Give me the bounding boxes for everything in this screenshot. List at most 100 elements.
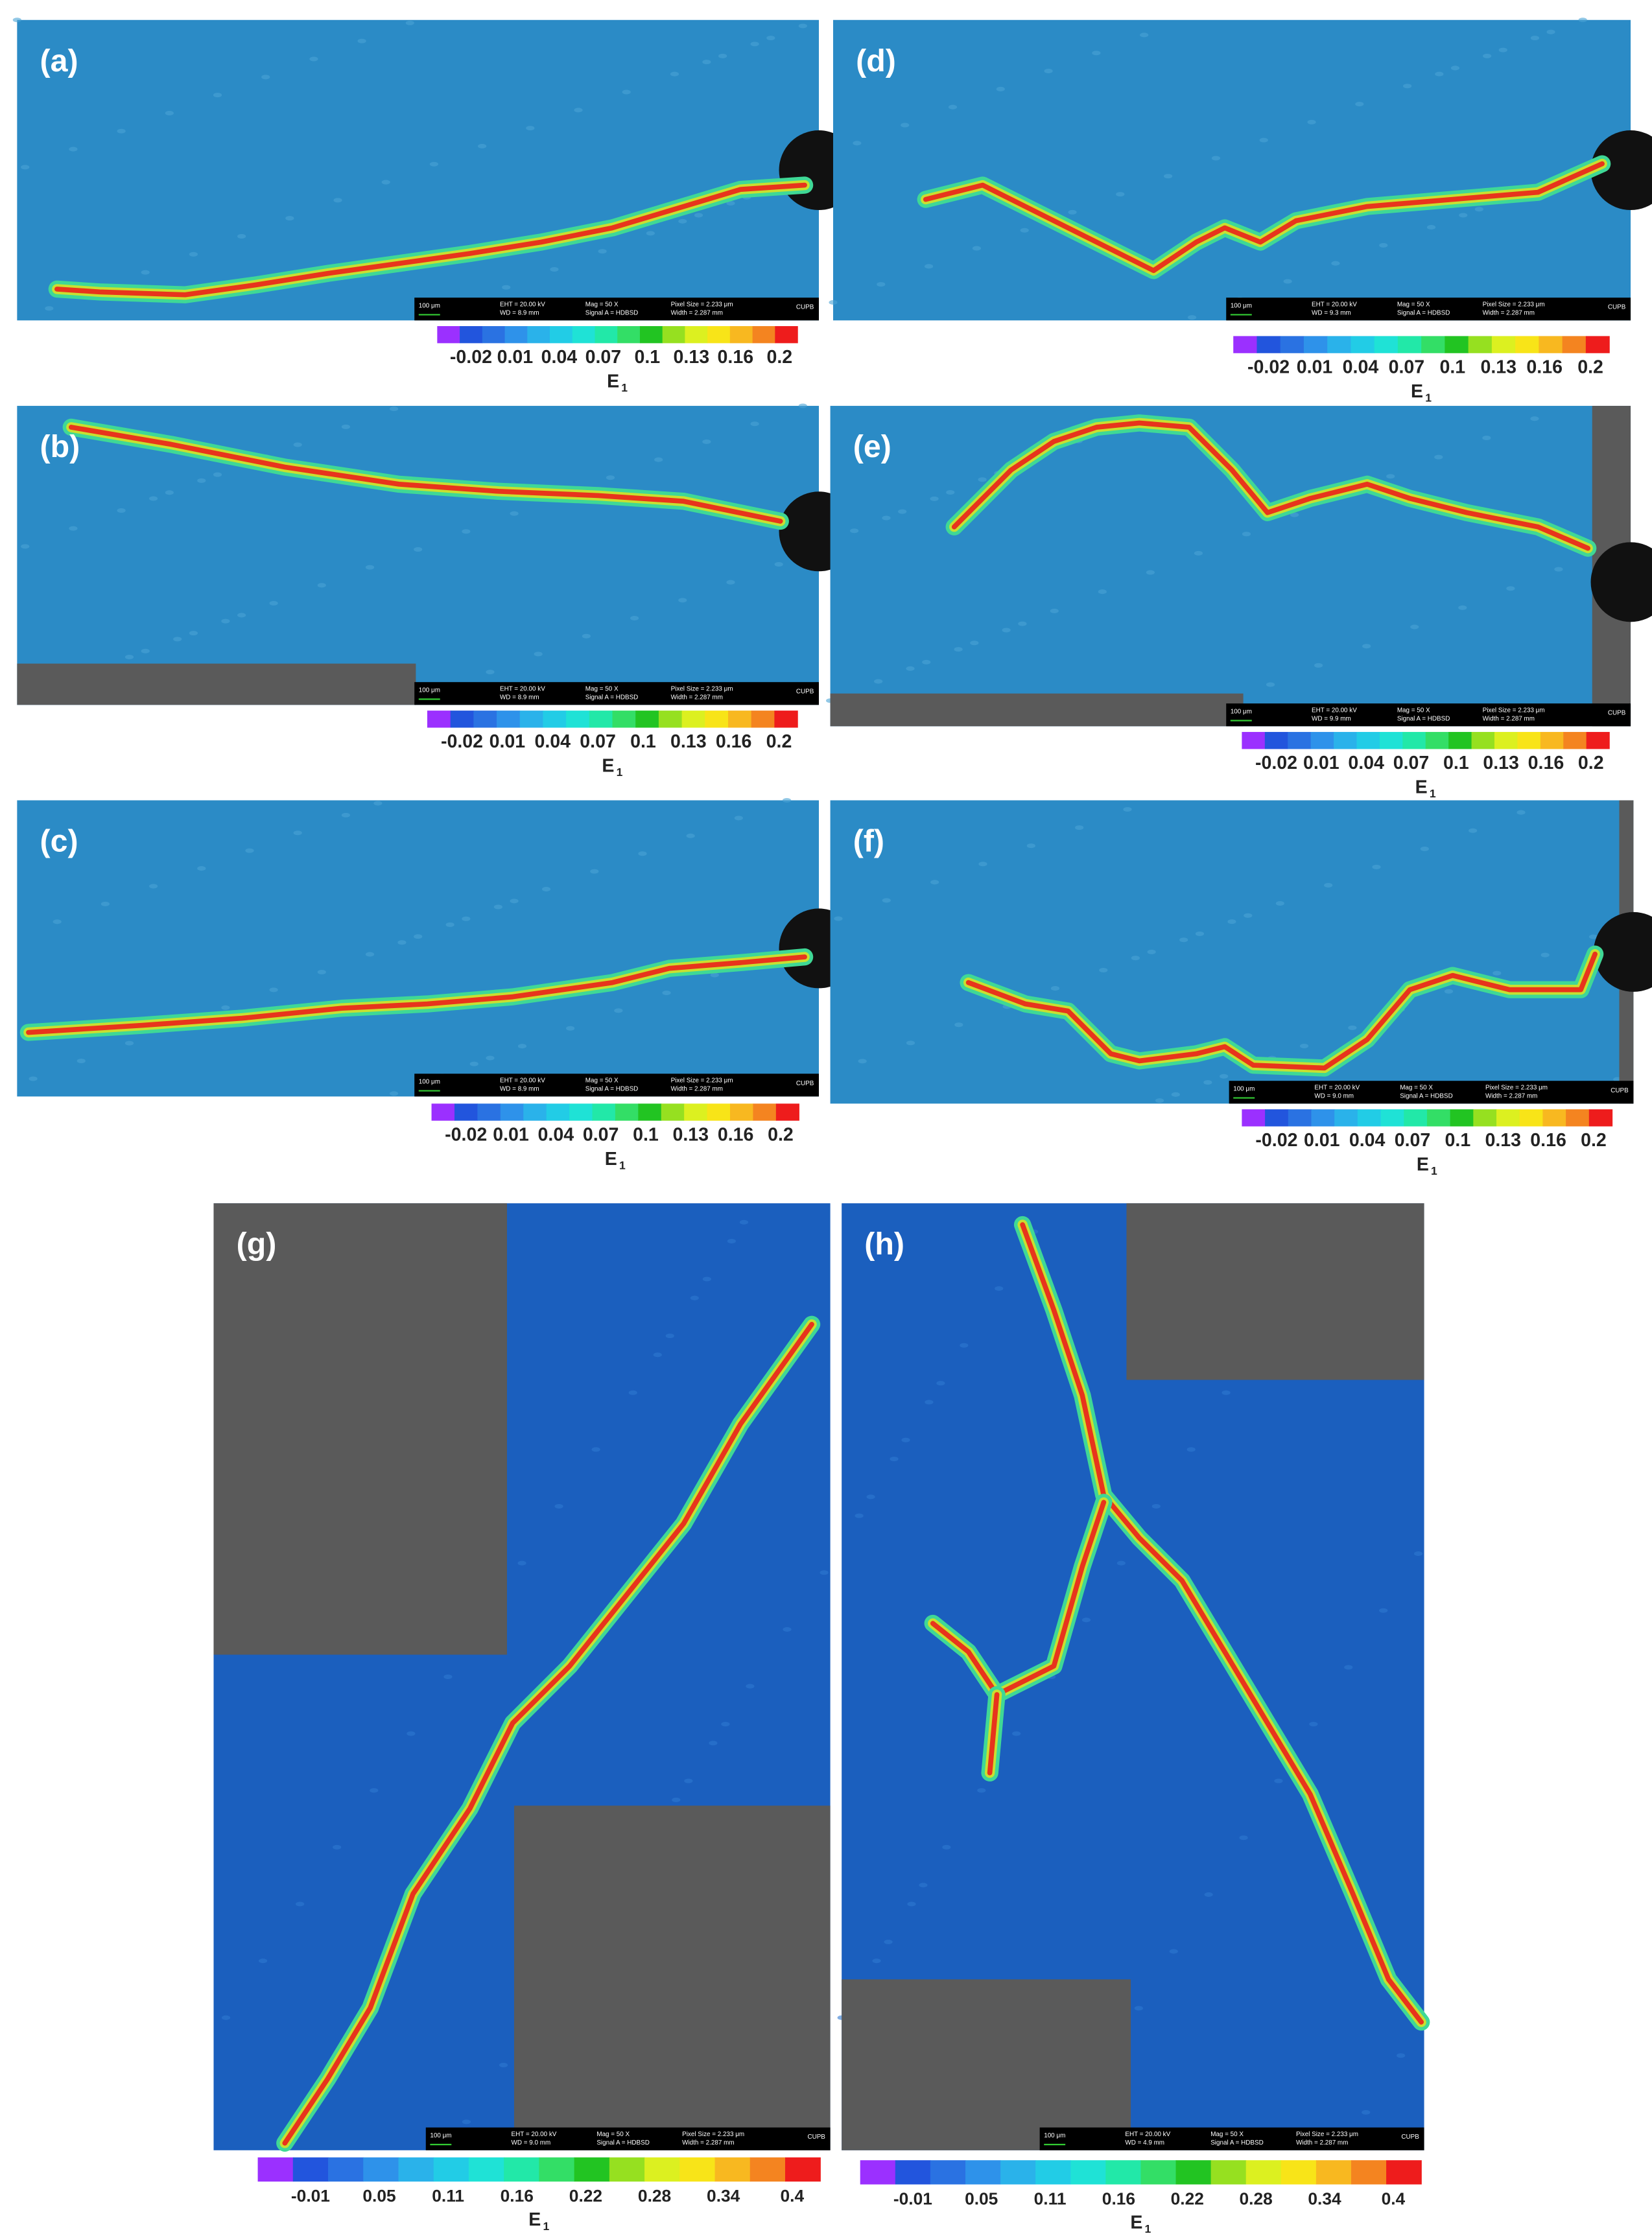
colorbar-tick: 0.16 [718, 1124, 754, 1145]
speckle [1372, 864, 1381, 869]
speckle [1244, 913, 1253, 918]
info-text: WD = 9.3 mm [1312, 309, 1351, 316]
speckle [1588, 934, 1598, 939]
speckle [746, 1684, 755, 1689]
logo: CUPB [1608, 304, 1626, 311]
notch [1590, 130, 1652, 210]
colorbar-cell [662, 326, 686, 344]
logo: CUPB [1611, 1087, 1629, 1094]
speckle [1026, 843, 1035, 849]
speckle [1483, 53, 1492, 58]
colorbar-tick: 0.22 [569, 2186, 602, 2205]
info-text: EHT = 20.00 kV [1312, 301, 1357, 308]
speckle [517, 1044, 527, 1049]
speckle [1299, 1043, 1309, 1048]
colorbar-cell [1445, 336, 1469, 353]
speckle [1348, 1025, 1357, 1030]
colorbar-cell [1280, 336, 1304, 353]
speckle [872, 1958, 881, 1964]
speckle [877, 282, 886, 287]
panel: (b) 100 μm EHT = 20.00 kV WD = 8.9 mm Mag = … [17, 403, 859, 779]
speckle [646, 231, 655, 236]
speckle [1012, 1731, 1021, 1736]
speckle [582, 633, 591, 639]
colorbar-tick: 0.11 [432, 2186, 464, 2205]
colorbar-tick: 0.01 [490, 731, 526, 752]
speckle [1403, 84, 1412, 89]
notch [1593, 911, 1652, 992]
speckle [309, 56, 318, 62]
colorbar-tick: 0.13 [1480, 357, 1516, 378]
colorbar-tick: 0.07 [585, 347, 622, 368]
speckle [1498, 47, 1507, 53]
info-text: Width = 2.287 mm [671, 1086, 723, 1093]
speckle [750, 421, 759, 427]
colorbar-cell [292, 2157, 329, 2182]
speckle [1204, 1892, 1213, 1897]
colorbar-label-sub: 1 [621, 381, 628, 394]
panel-label: (h) [864, 1227, 904, 1262]
colorbar-label: E [607, 371, 619, 392]
colorbar-cell [1303, 336, 1328, 353]
info-bar [425, 2127, 831, 2150]
speckle [1386, 474, 1395, 479]
colorbar-cell [729, 326, 753, 344]
crack [965, 951, 1598, 1071]
colorbar-tick: 0.16 [1102, 2189, 1135, 2208]
scale-bar: 100 μm [419, 687, 440, 694]
speckle [213, 93, 222, 98]
speckle [141, 270, 150, 275]
colorbar-cell [1105, 2160, 1142, 2185]
speckle [1164, 174, 1173, 179]
speckle [77, 1059, 86, 1064]
info-text: WD = 8.9 mm [500, 309, 539, 316]
speckle [462, 529, 471, 534]
colorbar-tick: 0.1 [630, 731, 656, 752]
colorbar-cell [860, 2160, 896, 2185]
info-text: Pixel Size = 2.233 μm [682, 2131, 744, 2138]
speckle [165, 110, 174, 115]
speckle [443, 1674, 453, 1679]
info-text: WD = 9.0 mm [1314, 1093, 1354, 1100]
colorbar-tick: 0.28 [638, 2186, 671, 2205]
speckle [1116, 192, 1125, 197]
colorbar-cell [1316, 2160, 1352, 2185]
speckle [882, 515, 891, 521]
colorbar-tick: 0.01 [1297, 357, 1333, 378]
colorbar-cell [1357, 1109, 1382, 1127]
colorbar-cell [569, 1103, 593, 1121]
speckle [397, 940, 407, 945]
info-text: EHT = 20.00 kV [1125, 2131, 1170, 2138]
speckle [1540, 952, 1550, 958]
speckle [293, 442, 302, 447]
speckle [1187, 315, 1197, 320]
speckle [1355, 102, 1364, 107]
speckle [69, 147, 78, 152]
speckle [665, 1334, 674, 1339]
speckle [197, 866, 206, 871]
info-text: WD = 4.9 mm [1125, 2139, 1164, 2146]
colorbar-tick: 0.1 [633, 1124, 659, 1145]
speckle [1050, 986, 1060, 991]
speckle [972, 246, 981, 251]
colorbar-cell [523, 1103, 547, 1121]
colorbar-label: E [605, 1149, 617, 1170]
colorbar-tick: 0.01 [1303, 753, 1339, 773]
speckle [977, 1788, 986, 1793]
colorbar-tick: 0.13 [1483, 753, 1519, 773]
colorbar-cell [1491, 336, 1516, 353]
speckle [486, 670, 495, 675]
speckle [1075, 825, 1084, 830]
colorbar-cell [751, 711, 775, 728]
colorbar-tick: 0.1 [1445, 1130, 1471, 1151]
colorbar-tick: 0.34 [1308, 2189, 1341, 2208]
colorbar-tick: -0.01 [291, 2186, 330, 2205]
speckle [462, 916, 471, 921]
colorbar-cell [1404, 1109, 1428, 1127]
speckle [502, 285, 511, 290]
info-text: Mag = 50 X [1210, 2131, 1244, 2138]
colorbar-cell [1000, 2160, 1036, 2185]
